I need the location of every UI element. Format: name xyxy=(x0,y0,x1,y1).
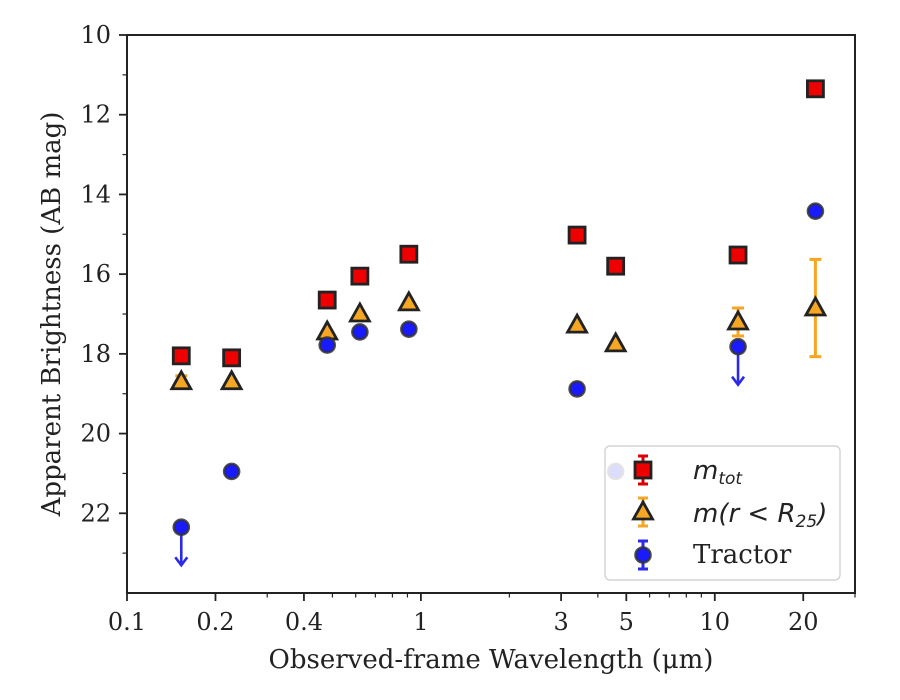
legend-marker-0 xyxy=(633,460,653,480)
x-tick-label: 3 xyxy=(553,608,568,636)
data-point xyxy=(351,323,369,341)
y-axis-label: Apparent Brightness (AB mag) xyxy=(37,112,67,518)
data-point xyxy=(350,266,370,286)
x-tick-label: 5 xyxy=(619,608,634,636)
data-point xyxy=(729,337,747,356)
data-point xyxy=(400,320,418,338)
data-point xyxy=(347,301,372,323)
y-tick-label: 12 xyxy=(80,101,111,129)
legend-box xyxy=(604,445,841,581)
legend-marker-2 xyxy=(634,546,652,564)
data-point xyxy=(318,336,337,354)
x-tick-label: 0.2 xyxy=(196,608,234,636)
series-2 xyxy=(172,202,825,568)
x-tick-label: 0.4 xyxy=(285,608,323,636)
x-axis-label: Observed-frame Wavelength (μm) xyxy=(269,645,714,675)
legend-label-mtot: mtot xyxy=(693,456,743,489)
axis-ticks: 0.1 0.2 0.4 1 3 5 10 20 10 12 14 16 18 20 22 xyxy=(80,21,856,636)
y-tick-label: 16 xyxy=(80,260,111,288)
data-point xyxy=(222,462,241,481)
y-tick-label: 18 xyxy=(80,340,111,368)
legend-label-tractor: Tractor xyxy=(693,540,792,570)
data-point xyxy=(603,331,628,353)
data-point xyxy=(169,368,194,391)
data-point xyxy=(396,289,421,312)
upper-limit-arrowhead xyxy=(174,556,189,568)
x-tick-label: 10 xyxy=(700,608,731,636)
data-marks xyxy=(169,79,828,568)
data-point xyxy=(567,225,587,245)
x-tick-label: 20 xyxy=(788,608,819,636)
y-tick-label: 14 xyxy=(80,180,111,208)
data-point xyxy=(171,346,191,366)
data-point xyxy=(317,290,337,310)
data-point xyxy=(219,368,244,391)
data-point xyxy=(222,348,242,368)
data-point xyxy=(606,256,626,276)
plot-frame xyxy=(126,34,856,594)
series-0 xyxy=(171,79,825,368)
y-tick-label: 22 xyxy=(80,499,111,527)
y-tick-label: 10 xyxy=(80,21,111,49)
upper-limit-arrowhead xyxy=(731,375,746,387)
data-point xyxy=(728,245,748,265)
data-point xyxy=(172,518,191,537)
legend-label-mr: m(r < R25) xyxy=(693,499,827,532)
legend-marker-1 xyxy=(631,499,655,521)
x-tick-label: 1 xyxy=(413,608,428,636)
data-point xyxy=(803,295,828,317)
data-point xyxy=(568,380,586,398)
data-point xyxy=(399,244,419,264)
data-point xyxy=(806,79,825,99)
data-point xyxy=(806,202,825,220)
series-1 xyxy=(169,257,828,391)
x-tick-label: 0.1 xyxy=(108,608,146,636)
y-tick-label: 20 xyxy=(80,420,111,448)
data-point xyxy=(565,312,589,334)
data-point xyxy=(726,309,750,331)
legend: mtot m(r < R25) Tractor xyxy=(604,445,841,581)
